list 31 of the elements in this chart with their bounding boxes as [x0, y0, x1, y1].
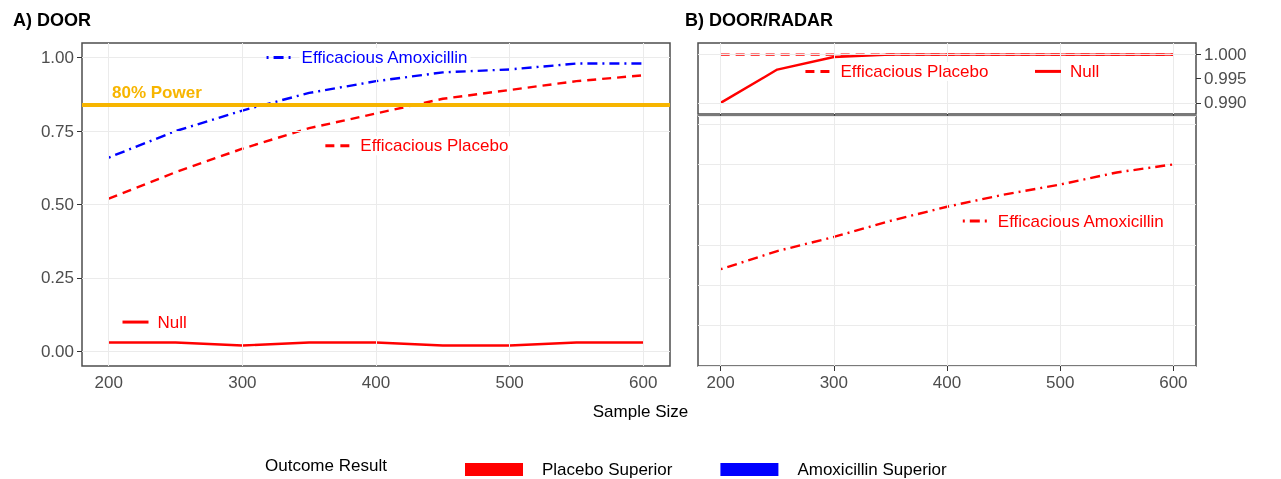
- annotation: Null: [1070, 61, 1100, 81]
- x-axis-title: Sample Size: [592, 402, 689, 421]
- x-tick-label: 600: [1159, 373, 1188, 392]
- annotation: Efficacious Placebo: [360, 136, 509, 156]
- annotation: Null: [157, 312, 187, 332]
- x-tick-label: 300: [228, 373, 257, 392]
- chart-title: A) DOOR: [13, 10, 91, 30]
- x-tick-label: 600: [629, 373, 658, 392]
- annotation: Efficacious Placebo: [840, 61, 989, 81]
- chart-title: B) DOOR/RADAR: [685, 10, 833, 30]
- x-tick-label: 500: [495, 373, 524, 392]
- x-tick-label: 400: [932, 373, 962, 392]
- y2-tick-label: 0.995: [1204, 69, 1247, 89]
- y-tick-label: 1.00: [40, 48, 74, 68]
- legend-title: Outcome Result: [265, 456, 388, 475]
- annotation: Efficacious Amoxicillin: [301, 48, 468, 68]
- x-tick-label: 200: [706, 373, 735, 392]
- y-tick-label: 0.00: [40, 341, 74, 361]
- y-tick-label: 0.50: [40, 195, 74, 214]
- ref-line-label: 80% Power: [112, 82, 203, 102]
- y2-tick-label: 0.990: [1204, 93, 1247, 113]
- x-tick-label: 400: [361, 373, 391, 392]
- legend-label: Amoxicillin Superior: [797, 460, 948, 479]
- x-tick-label: 300: [819, 373, 849, 392]
- annotation: Efficacious Amoxicillin: [997, 211, 1164, 231]
- legend-label: Placebo Superior: [542, 460, 673, 479]
- y-tick-label: 0.25: [40, 268, 74, 288]
- x-tick-label: 500: [1045, 373, 1075, 392]
- y2-tick-label: 1.000: [1204, 45, 1247, 65]
- y-tick-label: 0.75: [40, 121, 74, 141]
- x-tick-label: 200: [94, 373, 123, 392]
